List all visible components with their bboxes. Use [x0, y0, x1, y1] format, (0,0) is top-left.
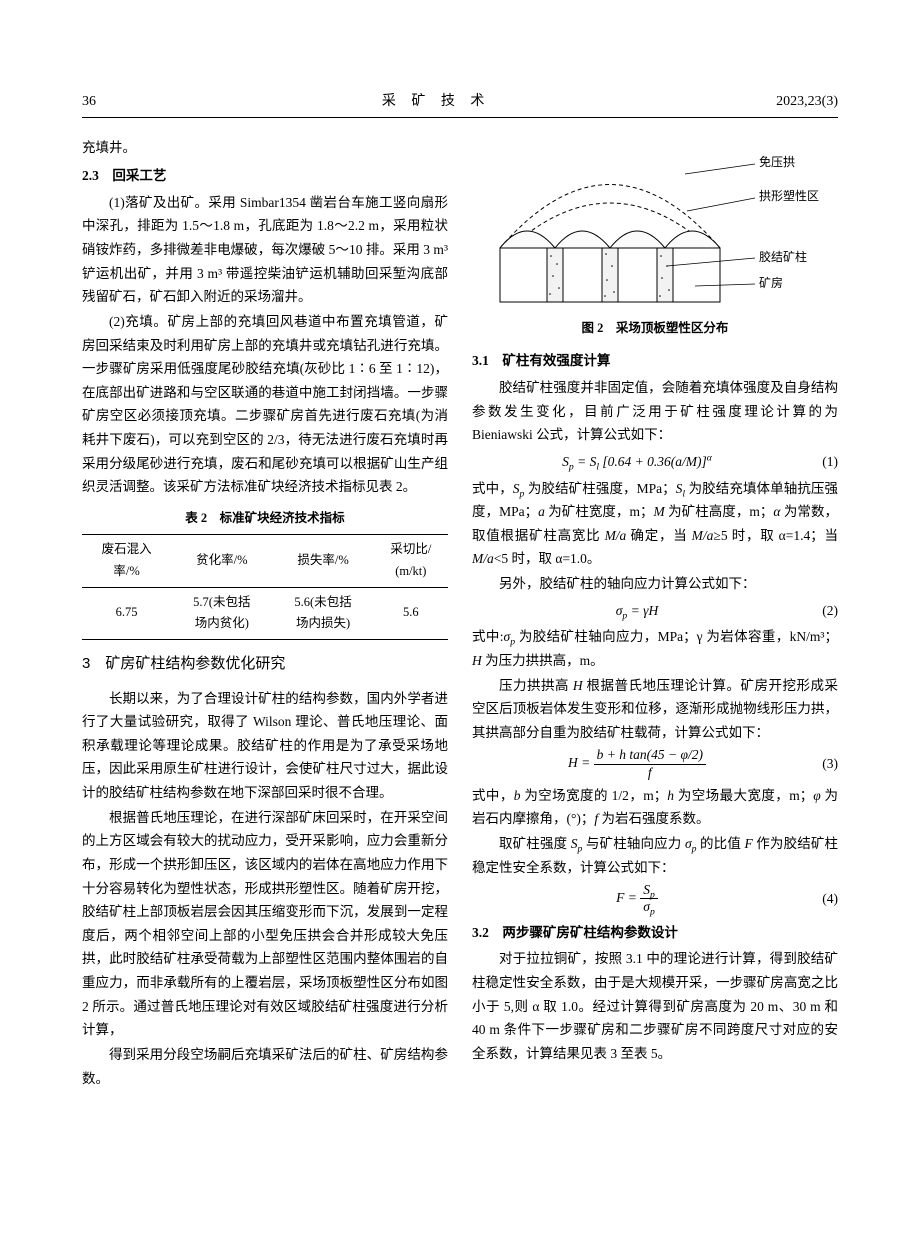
heading-3: 3 矿房矿柱结构参数优化研究	[82, 651, 448, 677]
equation-4: F = Sp σp (4)	[472, 882, 838, 915]
fig-label: 免压拱	[759, 154, 795, 169]
table-header: 采切比/ (m/kt)	[374, 534, 448, 587]
paragraph: 对于拉拉铜矿，按照 3.1 中的理论进行计算，得到胶结矿柱稳定性安全系数，由于是…	[472, 947, 838, 1065]
heading-2-3: 2.3 回采工艺	[82, 164, 448, 188]
paragraph: 式中:σp 为胶结矿柱轴向应力，MPa；γ 为岩体容重，kN/m³；H 为压力拱…	[472, 625, 838, 672]
two-column-body: 充填井。 2.3 回采工艺 (1)落矿及出矿。采用 Simbar1354 凿岩台…	[82, 136, 838, 1196]
heading-3-1: 3.1 矿柱有效强度计算	[472, 349, 838, 373]
table-header: 损失率/%	[272, 534, 373, 587]
paragraph: 充填井。	[82, 136, 448, 160]
paragraph: 长期以来，为了合理设计矿柱的结构参数，国内外学者进行了大量试验研究，取得了 Wi…	[82, 687, 448, 805]
paragraph: 胶结矿柱强度并非固定值，会随着充填体强度及自身结构参数发生变化，目前广泛用于矿柱…	[472, 376, 838, 447]
paragraph: 得到采用分段空场嗣后充填采矿法后的矿柱、矿房结构参数。	[82, 1043, 448, 1090]
paragraph: 式中，Sp 为胶结矿柱强度，MPa；Sl 为胶结充填体单轴抗压强度，MPa；a …	[472, 477, 838, 572]
paragraph: 式中，b 为空场宽度的 1/2，m；h 为空场最大宽度，m；φ 为岩石内摩擦角，…	[472, 784, 838, 831]
paragraph: 压力拱拱高 H 根据普氏地压理论计算。矿房开挖形成采空区后顶板岩体发生变形和位移…	[472, 674, 838, 745]
equation-3: H = b + h tan(45 − φ/2) f (3)	[472, 747, 838, 780]
issue-info: 2023,23(3)	[776, 90, 838, 115]
table-header: 贫化率/%	[171, 534, 272, 587]
equation-1: Sp = Sl [0.64 + 0.36(a/M)]α (1)	[472, 450, 838, 474]
page-number-left: 36	[82, 90, 96, 115]
svg-text:矿房: 矿房	[759, 275, 783, 290]
table-2: 废石混入 率/% 贫化率/% 损失率/% 采切比/ (m/kt) 6.75 5.…	[82, 534, 448, 641]
paragraph: 根据普氏地压理论，在进行深部矿床回采时，在开采空间的上方区域会有较大的扰动应力，…	[82, 806, 448, 1042]
heading-3-2: 3.2 两步骤矿房矿柱结构参数设计	[472, 921, 838, 945]
svg-text:拱形塑性区: 拱形塑性区	[759, 188, 819, 203]
table-cell: 5.7(未包括 场内贫化)	[171, 587, 272, 640]
figure-2: 免压拱 拱形塑性区 胶结矿柱 矿房	[472, 136, 838, 314]
paragraph: (1)落矿及出矿。采用 Simbar1354 凿岩台车施工竖向扇形中深孔，排距为…	[82, 191, 448, 309]
paragraph: (2)充填。矿房上部的充填回风巷道中布置充填管道，矿房回采结束及时利用矿房上部的…	[82, 310, 448, 499]
paragraph: 另外，胶结矿柱的轴向应力计算公式如下：	[472, 572, 838, 596]
table-2-title: 表 2 标准矿块经济技术指标	[82, 508, 448, 530]
page-header: 36 采 矿 技 术 2023,23(3)	[82, 90, 838, 118]
journal-title: 采 矿 技 术	[382, 90, 491, 115]
table-cell: 5.6(未包括 场内损失)	[272, 587, 373, 640]
svg-text:胶结矿柱: 胶结矿柱	[759, 249, 807, 264]
table-header: 废石混入 率/%	[82, 534, 171, 587]
paragraph: 取矿柱强度 Sp 与矿柱轴向应力 σp 的比值 F 作为胶结矿柱稳定性安全系数，…	[472, 832, 838, 879]
figure-2-title: 图 2 采场顶板塑性区分布	[472, 318, 838, 340]
table-cell: 5.6	[374, 587, 448, 640]
table-cell: 6.75	[82, 587, 171, 640]
equation-2: σp = γH (2)	[472, 599, 838, 623]
